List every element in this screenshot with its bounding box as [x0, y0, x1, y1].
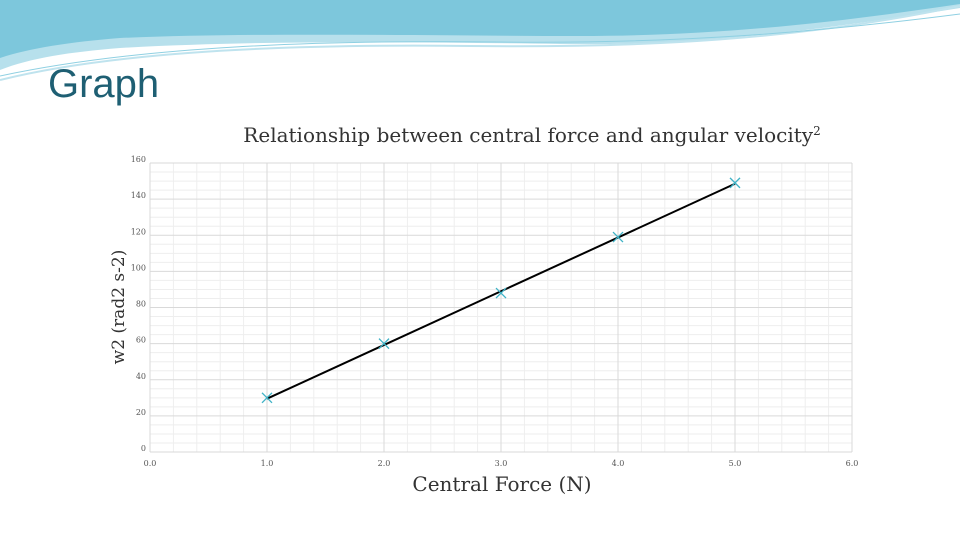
x-tick-label: 1.0: [261, 459, 274, 468]
y-tick-label: 60: [136, 336, 146, 345]
trendline: [266, 182, 736, 400]
data-point-mark: [261, 392, 273, 404]
data-point-mark: [729, 177, 741, 189]
data-point: [729, 177, 741, 189]
x-tick-label: 0.0: [144, 459, 157, 468]
data-point: [612, 231, 624, 243]
chart-title: Relationship between central force and a…: [243, 123, 820, 147]
y-tick-label: 80: [136, 300, 146, 309]
data-point: [261, 392, 273, 404]
x-axis-label: Central Force (N): [412, 472, 591, 496]
y-axis-label: w2 (rad2 s-2): [109, 250, 129, 365]
y-tick-label: 100: [131, 263, 146, 272]
chart-title-superscript: 2: [813, 124, 821, 138]
data-point-mark: [378, 338, 390, 350]
data-point-mark: [495, 287, 507, 299]
y-tick-label: 20: [136, 408, 146, 417]
x-tick-label: 3.0: [495, 459, 508, 468]
y-tick-label: 160: [131, 155, 146, 164]
y-tick-label: 120: [131, 227, 146, 236]
x-tick-label: 2.0: [378, 459, 391, 468]
data-point: [378, 338, 390, 350]
slide-title: Graph: [48, 62, 160, 106]
data-point: [495, 287, 507, 299]
y-tick-label: 140: [131, 191, 146, 200]
data-point-mark: [612, 231, 624, 243]
x-tick-label: 5.0: [729, 459, 742, 468]
x-tick-label: 4.0: [612, 459, 625, 468]
y-tick-label: 40: [136, 372, 146, 381]
x-tick-label: 6.0: [846, 459, 859, 468]
y-tick-label: 0: [141, 444, 146, 453]
